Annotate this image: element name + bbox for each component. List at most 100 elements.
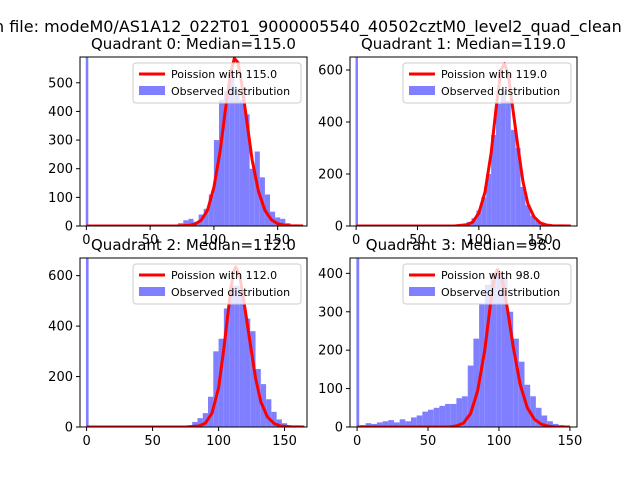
hist-bar: [183, 220, 189, 226]
hist-bar: [85, 57, 89, 226]
y-tick-label: 500: [48, 76, 73, 91]
legend-box: [132, 263, 302, 305]
hist-bar: [428, 409, 434, 427]
y-tick-label: 0: [335, 421, 343, 436]
y-tick-label: 100: [48, 191, 73, 206]
x-tick-label: 50: [144, 434, 161, 449]
panel-title: Quadrant 2: Median=112.0: [91, 236, 296, 254]
x-tick-label: 100: [206, 434, 231, 449]
hist-bar: [496, 103, 501, 226]
x-tick-label: 50: [142, 233, 159, 248]
hist-bar: [525, 205, 531, 226]
y-tick-label: 0: [65, 421, 73, 436]
y-tick-label: 400: [48, 320, 73, 335]
hist-bar: [486, 174, 492, 226]
hist-bar: [507, 311, 514, 427]
hist-bar: [371, 423, 377, 427]
legend-curve-label: Poission with 119.0: [441, 68, 547, 81]
legend-curve-label: Poission with 115.0: [171, 68, 277, 81]
panel-0: 0 50 100 150 0 100 200 300 400 500 Quadrant 0: Med…: [48, 35, 308, 248]
hist-bar: [445, 403, 451, 427]
hist-bar: [481, 197, 487, 226]
hist-bar: [266, 399, 272, 427]
y-tick-label: 400: [318, 267, 343, 282]
poisson-curve: [86, 57, 304, 226]
hist-bar: [213, 140, 219, 226]
hist-bar: [188, 218, 194, 226]
hist-bar: [244, 114, 250, 226]
hist-bar: [356, 258, 360, 427]
axes-frame: [349, 56, 578, 227]
y-tick-label: 100: [318, 382, 343, 397]
legend-hist-label: Observed distribution: [171, 85, 290, 98]
hist-bar: [456, 398, 463, 427]
hist-bar: [491, 135, 497, 226]
hist-bar: [476, 210, 482, 226]
legend-curve-label: Poission with 98.0: [441, 269, 540, 282]
hist-bar: [218, 338, 224, 427]
x-tick-label: 150: [265, 233, 290, 248]
legend-hist-swatch: [409, 86, 435, 95]
hist-bar: [271, 411, 277, 427]
hist-bar: [264, 194, 271, 226]
x-tick-label: 150: [557, 434, 582, 449]
legend-hist-label: Observed distribution: [441, 85, 560, 98]
hist-bar: [505, 101, 511, 226]
hist-bar: [513, 338, 519, 427]
y-tick-label: 200: [48, 370, 73, 385]
hist-bar: [515, 148, 521, 226]
legend-box: [132, 62, 302, 104]
hist-bar: [208, 194, 214, 226]
panel-title: Quadrant 0: Median=115.0: [91, 35, 296, 53]
hist-bar: [244, 318, 251, 427]
y-tick-label: 600: [48, 269, 73, 284]
x-tick-label: 100: [466, 233, 491, 248]
x-tick-label: 50: [420, 434, 437, 449]
x-tick-label: 0: [352, 233, 360, 248]
hist-bar: [376, 422, 383, 427]
legend-box: [402, 263, 572, 305]
hist-bar: [450, 403, 457, 427]
panel-2: 0 50 100 150 0 200 400 600 Quadrant 2: Median=11…: [48, 236, 308, 449]
hist-bar: [208, 396, 214, 427]
hist-bar: [535, 407, 542, 427]
hist-bar: [405, 421, 412, 427]
hist-bar: [382, 421, 389, 427]
hist-bar: [530, 215, 536, 226]
hist-bar: [250, 331, 256, 427]
hist-bar: [276, 419, 282, 427]
panel-title: Quadrant 3: Median=98.0: [366, 236, 561, 254]
hist-bar: [202, 413, 209, 427]
axes-frame: [349, 257, 578, 428]
hist-bar: [234, 88, 240, 226]
legend-hist-swatch: [409, 287, 435, 296]
legend-hist-label: Observed distribution: [171, 286, 290, 299]
hist-bar: [355, 57, 358, 226]
hist-bar: [547, 421, 553, 427]
hist-bar: [229, 285, 235, 427]
hist-bar: [213, 351, 219, 427]
x-tick-label: 0: [353, 434, 361, 449]
hist-bar: [552, 423, 559, 427]
hist-bar: [416, 415, 423, 427]
plot-area-1: [355, 57, 571, 226]
hist-bar: [530, 396, 536, 427]
legend-hist-swatch: [139, 86, 165, 95]
hist-bar: [203, 208, 209, 226]
hist-bar: [224, 91, 230, 226]
hist-bar: [275, 217, 281, 226]
hist-bar: [473, 338, 480, 427]
y-tick-label: 300: [318, 305, 343, 320]
hist-bar: [399, 419, 406, 427]
hist-bar: [520, 187, 526, 226]
figure-suptitle: n file: modeM0/AS1A12_022T01_9000005540_…: [0, 17, 622, 37]
hist-bar: [501, 277, 508, 427]
legend-box: [402, 62, 572, 104]
hist-bar: [484, 284, 491, 427]
hist-bar: [239, 99, 245, 226]
y-tick-label: 200: [318, 168, 343, 183]
hist-bar: [197, 418, 203, 427]
hist-bar: [255, 368, 261, 427]
